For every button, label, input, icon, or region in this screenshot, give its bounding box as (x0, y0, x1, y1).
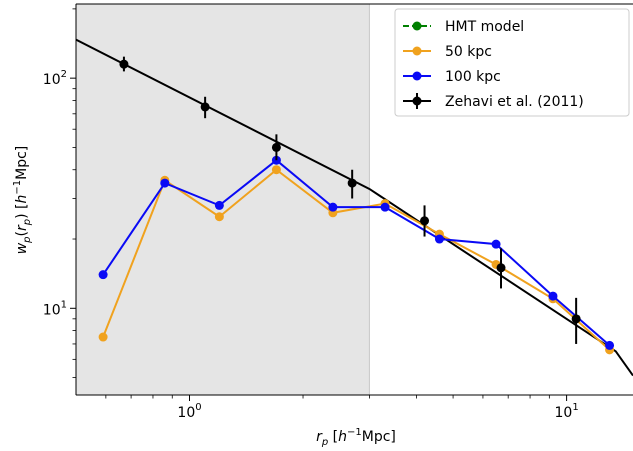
data-point-kpc100 (491, 239, 501, 249)
data-point-zehavi (271, 142, 281, 152)
x-tick-label: 101 (554, 402, 578, 421)
series-line-kpc100 (102, 158, 611, 347)
zehavi-model-line (76, 38, 633, 377)
legend-entry-hmt: HMT model (403, 19, 524, 35)
data-point-kpc100 (605, 340, 615, 350)
data-point-zehavi (347, 178, 357, 188)
legend-entry-50kpc: 50 kpc (403, 44, 492, 60)
data-point-kpc100 (328, 202, 338, 212)
x-axis-label: rp [h−1Mpc] (316, 427, 396, 448)
data-point-zehavi (420, 216, 430, 226)
data-point-zehavi (496, 263, 506, 273)
axes-frame (75, 3, 633, 396)
legend-label-100kpc: 100 kpc (445, 69, 501, 85)
data-point-kpc50 (271, 165, 281, 175)
legend-label-zehavi: Zehavi et al. (2011) (445, 94, 584, 110)
legend-label-hmt: HMT model (445, 19, 524, 35)
y-axis-label: wp(rp) [h−1Mpc] (12, 146, 33, 255)
legend-box (394, 8, 630, 117)
data-point-zehavi (571, 314, 581, 324)
legend: HMT model 50 kpc 100 kpc Zehavi et al. (… (394, 8, 630, 117)
data-point-kpc100 (548, 291, 558, 301)
y-tick-label: 101 (43, 299, 67, 318)
data-point-zehavi (200, 102, 210, 112)
data-point-kpc100 (434, 234, 444, 244)
legend-entry-zehavi: Zehavi et al. (2011) (403, 93, 584, 110)
legend-entry-100kpc: 100 kpc (403, 69, 501, 85)
data-point-kpc100 (214, 200, 224, 210)
data-point-kpc100 (98, 270, 108, 280)
legend-label-50kpc: 50 kpc (445, 44, 492, 60)
data-point-kpc50 (214, 212, 224, 222)
series-line-kpc50 (102, 168, 611, 351)
data-point-kpc100 (160, 178, 170, 188)
data-point-kpc50 (98, 332, 108, 342)
x-tick-label: 100 (177, 402, 201, 421)
data-point-kpc100 (380, 202, 390, 212)
y-tick-label: 102 (43, 69, 67, 88)
data-point-zehavi (119, 59, 129, 69)
